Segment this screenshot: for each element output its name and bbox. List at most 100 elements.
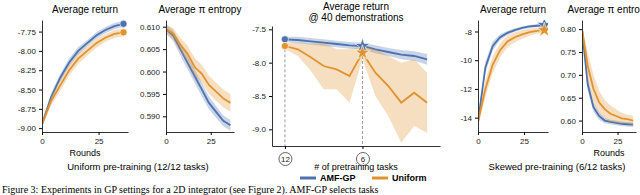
y-tick: -7.75 xyxy=(18,28,42,37)
y-axis-line xyxy=(272,27,273,147)
y-tick: -8.00 xyxy=(18,47,42,56)
error-band xyxy=(166,24,230,111)
series-line xyxy=(42,32,123,124)
y-tick-mark xyxy=(39,32,42,33)
y-tick-label: 0.600 xyxy=(140,68,161,77)
y-tick-label: 0.60 xyxy=(560,117,576,126)
y-tick-label: -8 xyxy=(465,28,473,37)
marker-guide xyxy=(284,39,285,146)
y-tick: 0.590 xyxy=(140,112,166,121)
panel: 025-9.00-8.75-8.50-8.25-8.00-7.75Average… xyxy=(18,4,129,158)
point-marker xyxy=(120,29,127,36)
y-axis-line xyxy=(478,21,479,133)
y-tick-label: -8.00 xyxy=(18,47,37,56)
y-tick-mark xyxy=(39,51,42,52)
series-line xyxy=(478,30,544,122)
x-tick: 25 xyxy=(614,132,623,146)
chart-subtitle: @ 40 demonstrations xyxy=(308,12,403,23)
x-tick-label: 12 xyxy=(281,155,290,164)
y-axis-line xyxy=(166,21,167,133)
x-tick-mark xyxy=(618,132,619,135)
point-marker xyxy=(537,22,548,36)
y-tick-label: -8.5 xyxy=(252,92,266,101)
y-tick-mark xyxy=(269,129,272,130)
tick-circle xyxy=(279,153,292,166)
x-tick-mark xyxy=(211,132,212,135)
x-tick-label: 25 xyxy=(614,137,623,146)
y-tick-label: -7.75 xyxy=(18,28,37,37)
x-tick-label: 0 xyxy=(580,137,585,146)
figure: 025-9.00-8.75-8.50-8.25-8.00-7.75Average… xyxy=(0,0,640,195)
x-axis-line xyxy=(479,132,549,133)
y-axis: -14-12-10-8 xyxy=(460,21,478,133)
y-tick-label: -8.0 xyxy=(252,59,266,68)
y-tick-label: 0.65 xyxy=(560,94,576,103)
series-line xyxy=(285,46,427,103)
y-tick-mark xyxy=(579,52,582,53)
y-axis-line xyxy=(42,21,43,133)
y-tick-mark xyxy=(269,29,272,30)
y-tick-mark xyxy=(163,116,166,117)
x-tick: 0 xyxy=(164,132,169,146)
y-tick: 0.80 xyxy=(560,25,582,34)
y-tick-label: -8.50 xyxy=(18,86,37,95)
y-tick: 0.70 xyxy=(560,71,582,80)
plot-area xyxy=(478,20,548,126)
chart-title: Average return xyxy=(323,1,389,12)
panel: 126-9.0-8.5-8.0-7.5Average return@ 40 de… xyxy=(252,1,440,172)
y-tick-mark xyxy=(579,98,582,99)
x-axis-line xyxy=(273,146,441,147)
y-axis: -9.0-8.5-8.0-7.5 xyxy=(252,25,272,146)
error-band xyxy=(478,24,544,127)
plot-area xyxy=(582,27,633,127)
legend-swatch xyxy=(372,177,388,180)
group-label: Skewed pre-training (6/12 tasks) xyxy=(489,161,626,172)
y-tick: 0.605 xyxy=(140,45,166,54)
x-tick-label: 25 xyxy=(207,137,216,146)
y-axis-line xyxy=(582,21,583,133)
point-marker xyxy=(281,42,288,49)
x-tick: 0 xyxy=(476,132,481,146)
chart-title: Average π entropy xyxy=(568,4,640,15)
y-tick: -8.50 xyxy=(18,86,42,95)
y-tick-label: 0.605 xyxy=(140,45,161,54)
y-tick-label: 0.80 xyxy=(560,25,576,34)
chart-title: Average return xyxy=(52,4,118,15)
panel: 0250.600.650.700.750.80Average π entropy… xyxy=(560,4,640,158)
y-tick-label: 0.590 xyxy=(140,112,161,121)
series-line xyxy=(582,29,633,120)
chart-title: Average π entropy xyxy=(159,4,242,15)
legend-swatch xyxy=(300,177,316,180)
x-tick-mark xyxy=(99,132,100,135)
y-tick-mark xyxy=(39,109,42,110)
plot-area xyxy=(42,20,127,127)
x-axis: 0 25 xyxy=(580,132,636,146)
plot-area xyxy=(281,36,427,146)
y-tick: -8.0 xyxy=(252,59,272,68)
x-tick-label: 25 xyxy=(95,137,104,146)
x-axis-title: Rounds xyxy=(593,148,625,158)
panel: 025-14-12-10-8Average return xyxy=(460,4,551,146)
y-tick-mark xyxy=(39,128,42,129)
x-tick-mark xyxy=(285,146,286,149)
y-tick-label: -10 xyxy=(460,56,472,65)
legend-label: AMF-GP xyxy=(320,173,356,183)
legend-label: Uniform xyxy=(392,173,427,183)
y-tick-label: 0.595 xyxy=(140,90,161,99)
x-axis-line xyxy=(583,132,637,133)
y-tick-label: 0.70 xyxy=(560,71,576,80)
point-marker xyxy=(120,20,127,27)
y-tick-mark xyxy=(579,121,582,122)
y-tick-label: -9.00 xyxy=(18,124,37,133)
y-tick: 0.60 xyxy=(560,117,582,126)
y-axis: 0.5900.5950.6000.6050.610 xyxy=(140,21,167,133)
x-tick: 12 xyxy=(279,146,292,166)
marker-guide xyxy=(362,46,363,146)
x-axis-line xyxy=(167,132,235,133)
x-axis-title: # of pretraining tasks xyxy=(314,162,398,172)
x-tick: 25 xyxy=(520,132,529,146)
error-band xyxy=(166,24,230,130)
y-axis: 0.600.650.700.750.80 xyxy=(560,21,582,133)
y-tick-label: -14 xyxy=(460,114,472,123)
y-tick: -8.5 xyxy=(252,92,272,101)
